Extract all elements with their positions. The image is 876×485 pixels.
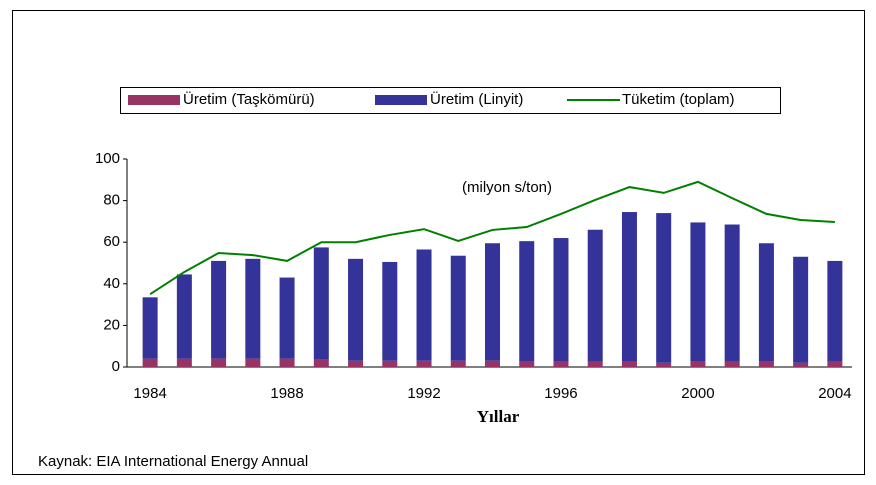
bar-segment [348, 258, 364, 361]
bar-segment [758, 243, 774, 362]
y-tick-label: 80 [103, 192, 120, 209]
annotation: (milyon s/ton) [462, 179, 552, 196]
bar-segment [176, 358, 192, 367]
x-axis-label: Yıllar [477, 407, 520, 426]
bar-segment [587, 229, 603, 362]
x-tick-label: 1996 [544, 385, 577, 402]
bar-segment [245, 258, 261, 359]
bar-segment [553, 238, 569, 362]
source: Kaynak: EIA International Energy Annual [38, 453, 308, 470]
bar-segment [211, 260, 227, 359]
bar-segment [621, 361, 637, 367]
bar-segment [690, 361, 706, 367]
bar-segment [416, 360, 432, 367]
bar-segment [142, 297, 158, 359]
x-tick-label: 1984 [133, 385, 166, 402]
bar-segment [621, 212, 637, 362]
bar-segment [724, 361, 740, 367]
bar-segment [758, 361, 774, 367]
bar-segment [279, 277, 295, 359]
bar-segment [553, 361, 569, 367]
bar-segment [348, 360, 364, 367]
bar-segment [827, 260, 843, 362]
bar-segment [450, 255, 466, 361]
y-tick-label: 20 [103, 316, 120, 333]
bar-segment [416, 249, 432, 361]
bar-segment [142, 358, 158, 367]
legend-swatch [375, 95, 427, 105]
bar-segment [313, 247, 329, 360]
legend-label: Tüketim (toplam) [622, 91, 735, 108]
legend-label: Üretim (Linyit) [430, 90, 523, 108]
bar-segment [485, 243, 500, 361]
bar-segment [656, 213, 672, 363]
x-tick-label: 2004 [818, 385, 851, 402]
bar-segment [587, 361, 603, 367]
x-tick-label: 1992 [407, 385, 440, 402]
legend-label: Üretim (Taşkömürü) [183, 90, 315, 108]
y-tick-label: 100 [95, 150, 120, 167]
bar-segment [690, 222, 706, 362]
bar-segment [382, 261, 398, 361]
bar-segment [519, 361, 535, 367]
bar-segment [211, 358, 227, 367]
bar-segment [656, 362, 672, 367]
bar-segment [519, 241, 535, 362]
line [149, 180, 835, 296]
y-tick-label: 0 [112, 358, 120, 375]
bar-segment [313, 359, 329, 367]
bar-segment [724, 224, 740, 362]
bar-segment [793, 256, 809, 363]
y-tick-label: 40 [103, 275, 120, 292]
bar-segment [382, 360, 398, 367]
bar-segment [450, 360, 466, 367]
bar-segment [245, 358, 261, 367]
y-tick-label: 60 [103, 233, 120, 250]
legend-swatch [128, 95, 180, 105]
x-tick-label: 1988 [270, 385, 303, 402]
bar-segment [827, 361, 843, 367]
legend-box [120, 87, 781, 114]
bar-segment [279, 358, 295, 367]
x-tick-label: 2000 [681, 385, 714, 402]
bar-segment [176, 274, 192, 359]
bar-segment [793, 362, 809, 367]
bar-segment [485, 360, 500, 367]
